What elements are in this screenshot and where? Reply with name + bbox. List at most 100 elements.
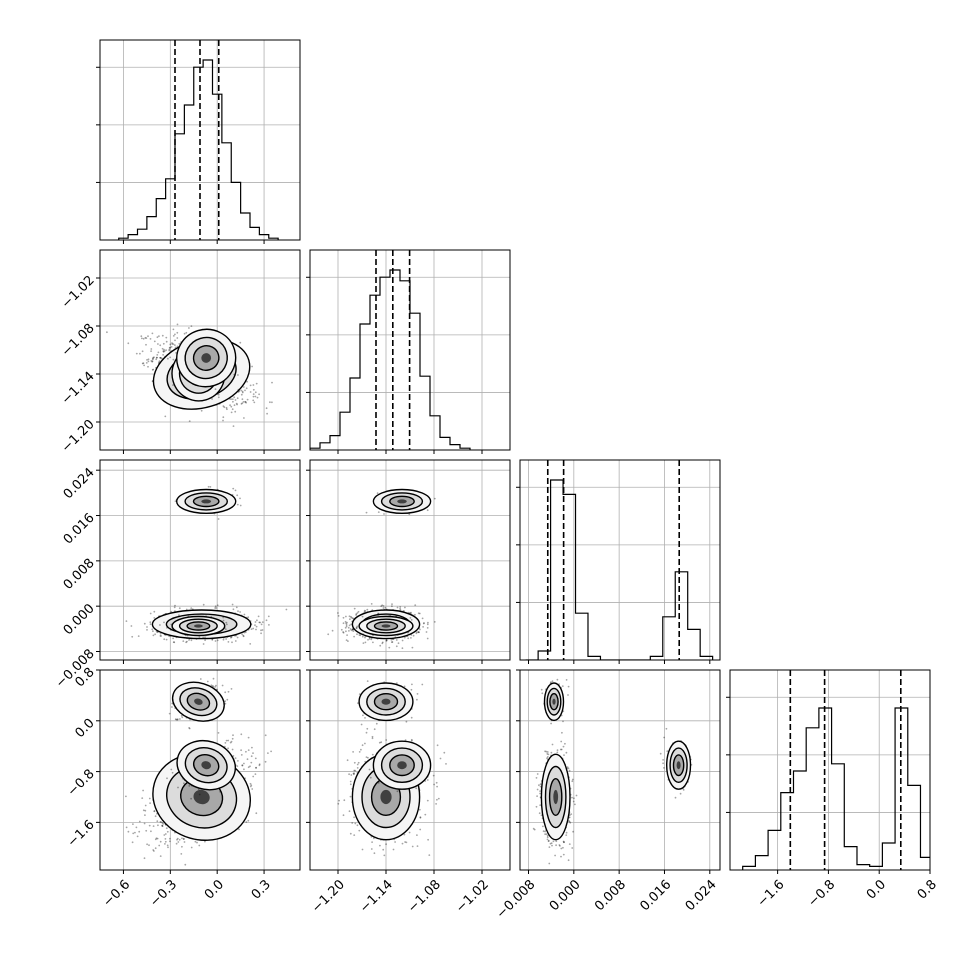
sample-point [401, 639, 404, 642]
sample-point [243, 762, 245, 765]
sample-point [256, 619, 258, 622]
sample-point [254, 624, 256, 626]
sample-point [164, 833, 167, 835]
sample-point [359, 634, 362, 637]
sample-point [131, 635, 134, 638]
sample-point [395, 645, 398, 648]
sample-point [385, 639, 388, 641]
sample-point [344, 626, 347, 629]
sample-point [163, 348, 165, 351]
sample-point [165, 336, 168, 339]
contour-level [381, 624, 391, 628]
sample-point [214, 605, 217, 608]
sample-point [169, 629, 172, 631]
sample-point [159, 344, 162, 347]
sample-point [257, 615, 260, 618]
sample-point [379, 644, 382, 647]
sample-point [162, 354, 165, 356]
sample-point [422, 622, 425, 625]
sample-point [230, 405, 233, 408]
sample-point [131, 841, 134, 844]
sample-point [348, 615, 351, 618]
sample-point [249, 643, 252, 645]
sample-point [384, 606, 387, 609]
sample-point [370, 603, 373, 605]
sample-point [153, 610, 156, 613]
sample-point [204, 639, 207, 642]
sample-point [178, 607, 181, 610]
sample-point [242, 634, 245, 637]
sample-point [181, 845, 183, 848]
sample-point [254, 773, 257, 775]
sample-point [394, 636, 397, 639]
sample-point [357, 610, 360, 613]
sample-point [142, 337, 145, 340]
sample-point [363, 609, 366, 612]
sample-point [260, 629, 262, 632]
sample-point [237, 388, 240, 391]
sample-point [355, 626, 358, 629]
sample-point [259, 621, 261, 624]
sample-point [364, 636, 366, 639]
sample-point [342, 622, 345, 625]
sample-point [169, 837, 171, 840]
sample-point [172, 641, 175, 643]
sample-point [141, 362, 144, 365]
sample-point [176, 331, 179, 334]
sample-point [226, 623, 228, 626]
sample-point [217, 732, 220, 734]
sample-point [236, 503, 239, 506]
sample-point [151, 358, 154, 361]
sample-point [232, 400, 234, 403]
sample-point [255, 625, 258, 628]
sample-point [426, 637, 429, 640]
sample-point [345, 639, 348, 641]
sample-point [145, 362, 148, 364]
sample-point [188, 639, 190, 641]
panel-2-1 [306, 459, 511, 664]
sample-point [168, 346, 171, 349]
sample-point [233, 373, 236, 376]
sample-point [410, 637, 412, 639]
sample-point [255, 812, 258, 815]
sample-point [154, 838, 157, 841]
sample-point [222, 419, 224, 422]
sample-point [349, 618, 351, 621]
sample-point [377, 612, 380, 615]
sample-point [172, 343, 175, 345]
sample-point [389, 614, 392, 617]
sample-point [362, 642, 365, 644]
sample-point [153, 617, 156, 619]
sample-point [147, 360, 150, 363]
sample-point [353, 635, 355, 638]
sample-point [147, 358, 150, 361]
sample-point [408, 513, 411, 516]
sample-point [159, 855, 162, 857]
sample-point [143, 364, 146, 367]
sample-point [185, 331, 188, 334]
sample-point [202, 603, 205, 606]
sample-point [230, 636, 232, 639]
sample-point [236, 636, 239, 639]
sample-point [150, 360, 153, 362]
sample-point [242, 401, 245, 403]
sample-point [149, 612, 152, 615]
sample-point [152, 368, 155, 371]
sample-point [141, 350, 144, 353]
sample-point [230, 636, 233, 639]
panel-frame [309, 249, 511, 451]
sample-point [249, 391, 252, 393]
sample-point [266, 412, 268, 415]
sample-point [155, 356, 158, 359]
panel-1-0 [96, 249, 301, 454]
sample-point [154, 815, 157, 818]
sample-point [244, 401, 247, 403]
panel-0-0 [96, 39, 301, 244]
sample-point [243, 768, 245, 771]
sample-point [169, 356, 172, 359]
sample-point [156, 354, 159, 356]
sample-point [258, 621, 261, 624]
sample-point [145, 829, 148, 832]
sample-point [217, 396, 220, 399]
sample-point [106, 331, 108, 334]
